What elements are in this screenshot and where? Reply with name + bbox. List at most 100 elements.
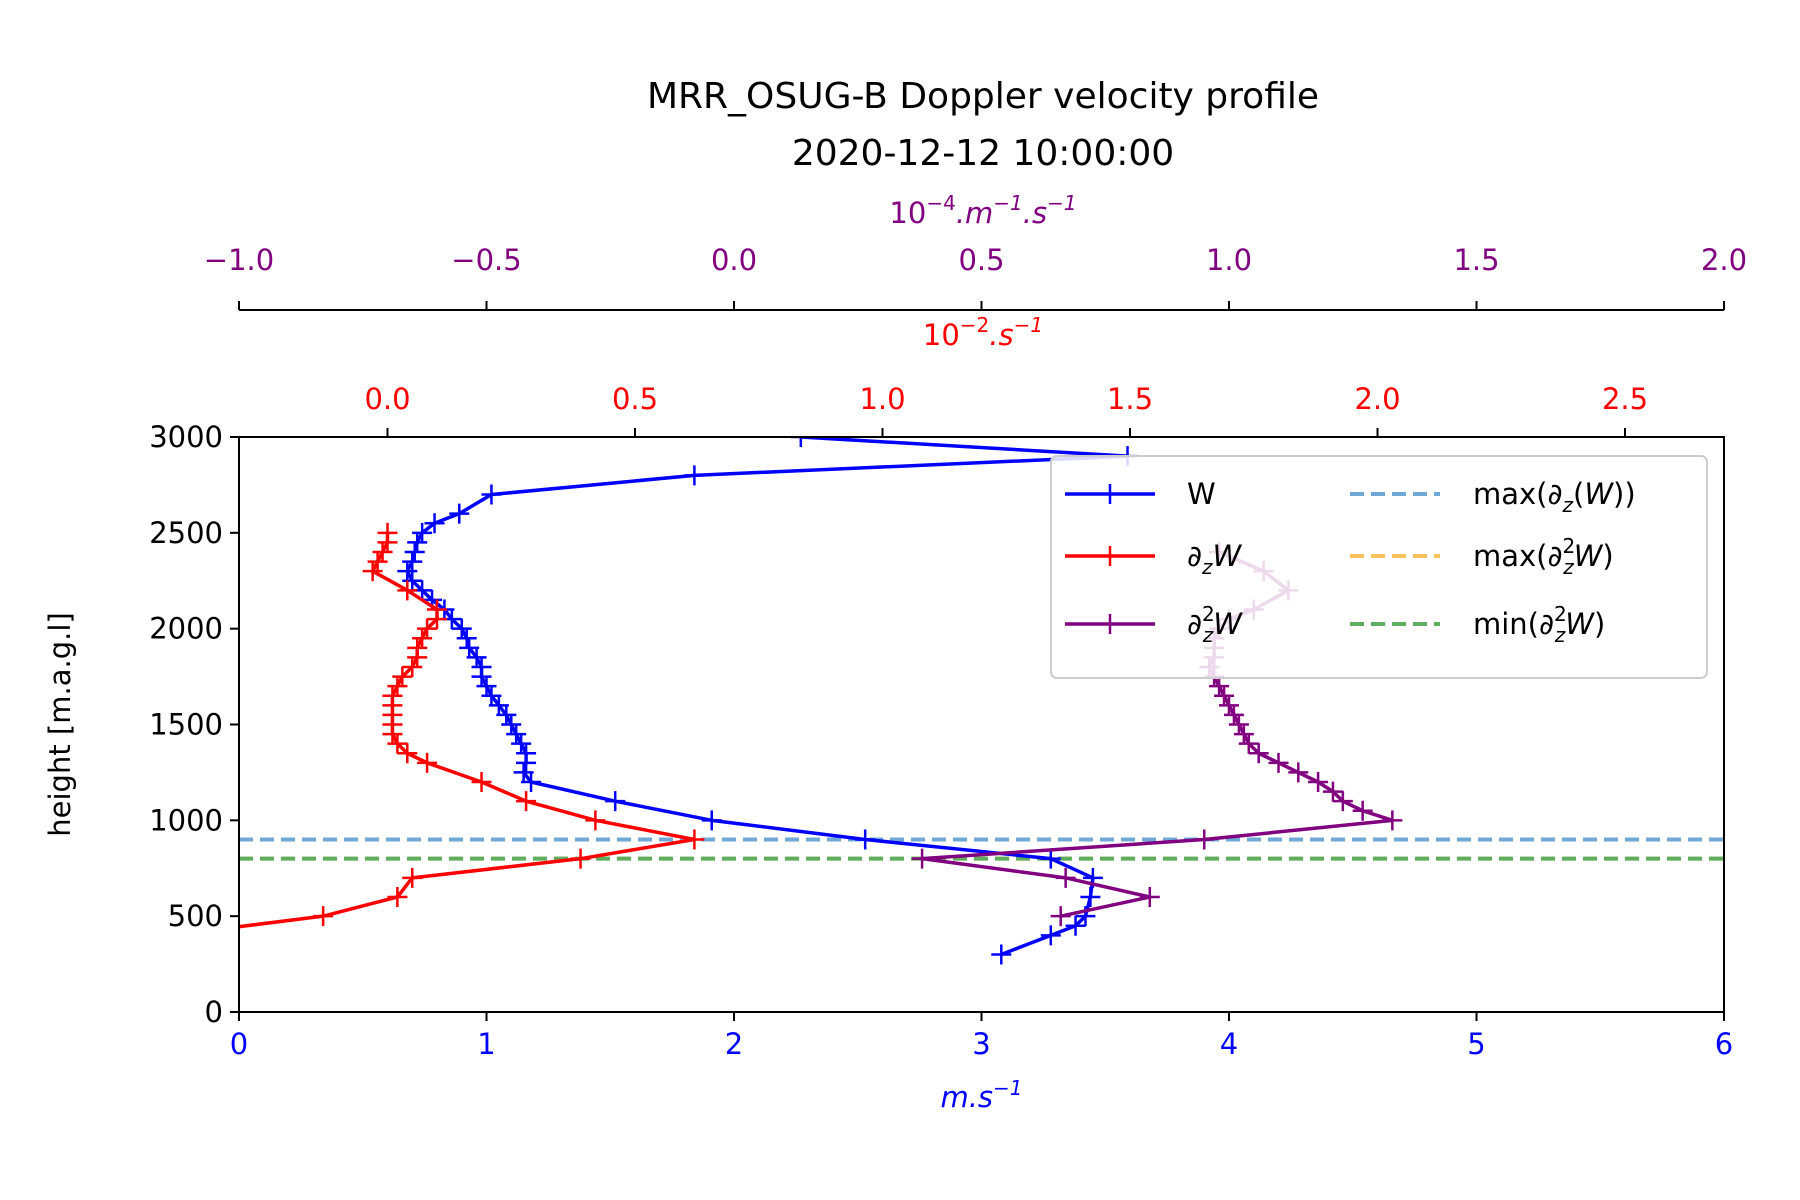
legend-label-min-dz2w: min(∂2 zW) [1473,602,1605,647]
series-1-point-10 [397,743,418,764]
purple-axis-label: 10−4.m−1.s−1 [889,191,1076,230]
series-0-point-20 [476,676,497,697]
legend-label-dz2w: ∂2 zW [1187,602,1243,647]
legend-label-max-dz2w: max(∂2 zW) [1473,534,1614,579]
series-0-point-32 [397,561,418,582]
series-0-point-25 [456,628,477,649]
red-tick-label-4: 2.0 [1354,382,1400,416]
chart-title-line-1: MRR_OSUG-B Doppler velocity profile [647,76,1319,117]
y-axis-label: height [m.a.g.l] [43,612,77,836]
reference-lines [239,837,1724,861]
bottom-x-axis: 0 1 2 3 4 5 6 m.s−1 [230,1012,1733,1114]
series-0-point-37 [424,513,445,534]
y-tick-label-2: 1000 [149,803,223,837]
series-2-point-5 [1382,810,1403,831]
legend-marker-0 [1100,484,1120,504]
series-0-point-40 [684,465,705,486]
series-1-point-28 [367,551,388,572]
series-2-point-17 [1219,695,1239,716]
purple-tick-label-5: 1.5 [1453,243,1499,277]
y-tick-label-4: 2000 [149,612,223,646]
series-2-point-4 [1194,829,1215,850]
series-0-point-22 [471,657,492,677]
series-2-point-10 [1288,762,1309,783]
series-2-point-3 [912,848,933,869]
series-2-point-6 [1352,800,1373,821]
legend-label-max-dzw: max(∂z(W)) [1473,477,1636,517]
series-0-point-31 [402,570,423,591]
series-0-point-14 [511,733,532,754]
series-0-point-16 [501,714,522,735]
red-tick-label-5: 2.5 [1602,382,1648,416]
purple-tick-label-4: 1.0 [1206,243,1252,277]
series-2-point-14 [1233,724,1254,745]
series-1-point-23 [417,618,438,639]
series-1-point-17 [387,676,408,697]
purple-tick-label-6: 2.0 [1701,243,1747,277]
series-1-point-4 [570,848,591,869]
plot-frame [238,436,1725,1013]
x-tick-label-5: 5 [1467,1027,1485,1061]
chart-title: MRR_OSUG-B Doppler velocity profile 2020… [647,76,1319,174]
series-1-point-9 [417,752,438,773]
series-1-point-3 [402,867,423,888]
series-2-point-11 [1268,752,1289,773]
y-tick-label-3: 1500 [149,708,223,742]
purple-tick-label-1: −0.5 [451,243,521,277]
x-tick-label-1: 1 [477,1027,495,1061]
series-1-point-8 [471,772,492,792]
series-1-point-6 [585,810,606,831]
series-0-point-8 [701,810,722,831]
red-axis-label: 10−2.s−1 [923,313,1043,352]
legend: W ∂zW ∂2 zW max(∂z(W)) max(∂2 zW) min(∂2 zW) [1050,455,1708,679]
y-tick-label-1: 500 [168,899,223,933]
x-tick-label-0: 0 [230,1027,248,1061]
x-tick-label-3: 3 [972,1027,990,1061]
legend-label-w: W [1187,477,1216,511]
y-tick-label-6: 3000 [149,420,223,454]
x-tick-label-4: 4 [1220,1027,1238,1061]
x-axis-label: m.s−1 [940,1076,1022,1114]
series-1-point-2 [387,887,408,907]
series-2-point-1 [1139,887,1160,907]
series-0-point-4 [1080,887,1101,907]
legend-box [1050,455,1708,679]
series-0-point-6 [1040,848,1061,869]
red-tick-label-2: 1.0 [859,382,905,416]
series-line-0 [405,437,1130,957]
series-1-point-29 [372,542,393,562]
series-0-point-24 [459,637,480,658]
y-tick-label-0: 0 [205,995,223,1029]
legend-label-dzw: ∂zW [1187,539,1243,579]
series-2-point-2 [1055,867,1076,888]
series-1-point-5 [684,829,705,850]
series-2-point-8 [1322,781,1343,802]
series-1-point-25 [427,599,447,620]
series-2-point-7 [1332,791,1353,812]
series-1-point-22 [412,628,433,649]
series-0-point-2 [1065,915,1086,936]
series-0-point-35 [407,532,428,553]
y-axis: 0 500 1000 1500 2000 2500 3000 height [m.a.g.l] [43,420,239,1029]
series-0-point-19 [481,685,502,706]
series-2-point-19 [1209,676,1230,697]
series-1-point-16 [382,685,403,706]
series-0-point-15 [506,724,527,745]
series-1-point-1 [313,906,334,927]
chart-title-line-2: 2020-12-12 10:00:00 [792,133,1174,174]
top-purple-axis: −1.0 −0.5 0.0 0.5 1.0 1.5 2.0 10−4.m−1.s−1 [204,191,1747,311]
series-1-point-18 [392,666,413,687]
red-tick-label-0: 0.0 [364,382,410,416]
series-2-point-13 [1238,733,1259,754]
series-0-point-9 [605,791,626,812]
series-1-point-21 [407,637,428,658]
series-0-point-1 [1040,925,1061,946]
x-tick-label-6: 6 [1715,1027,1733,1061]
series-0-point-42 [790,437,811,447]
series-0-point-34 [404,542,425,562]
series-1-point-19 [402,657,423,677]
series-1-point-11 [387,733,408,754]
series-2-point-12 [1248,743,1269,764]
x-tick-label-2: 2 [725,1027,743,1061]
